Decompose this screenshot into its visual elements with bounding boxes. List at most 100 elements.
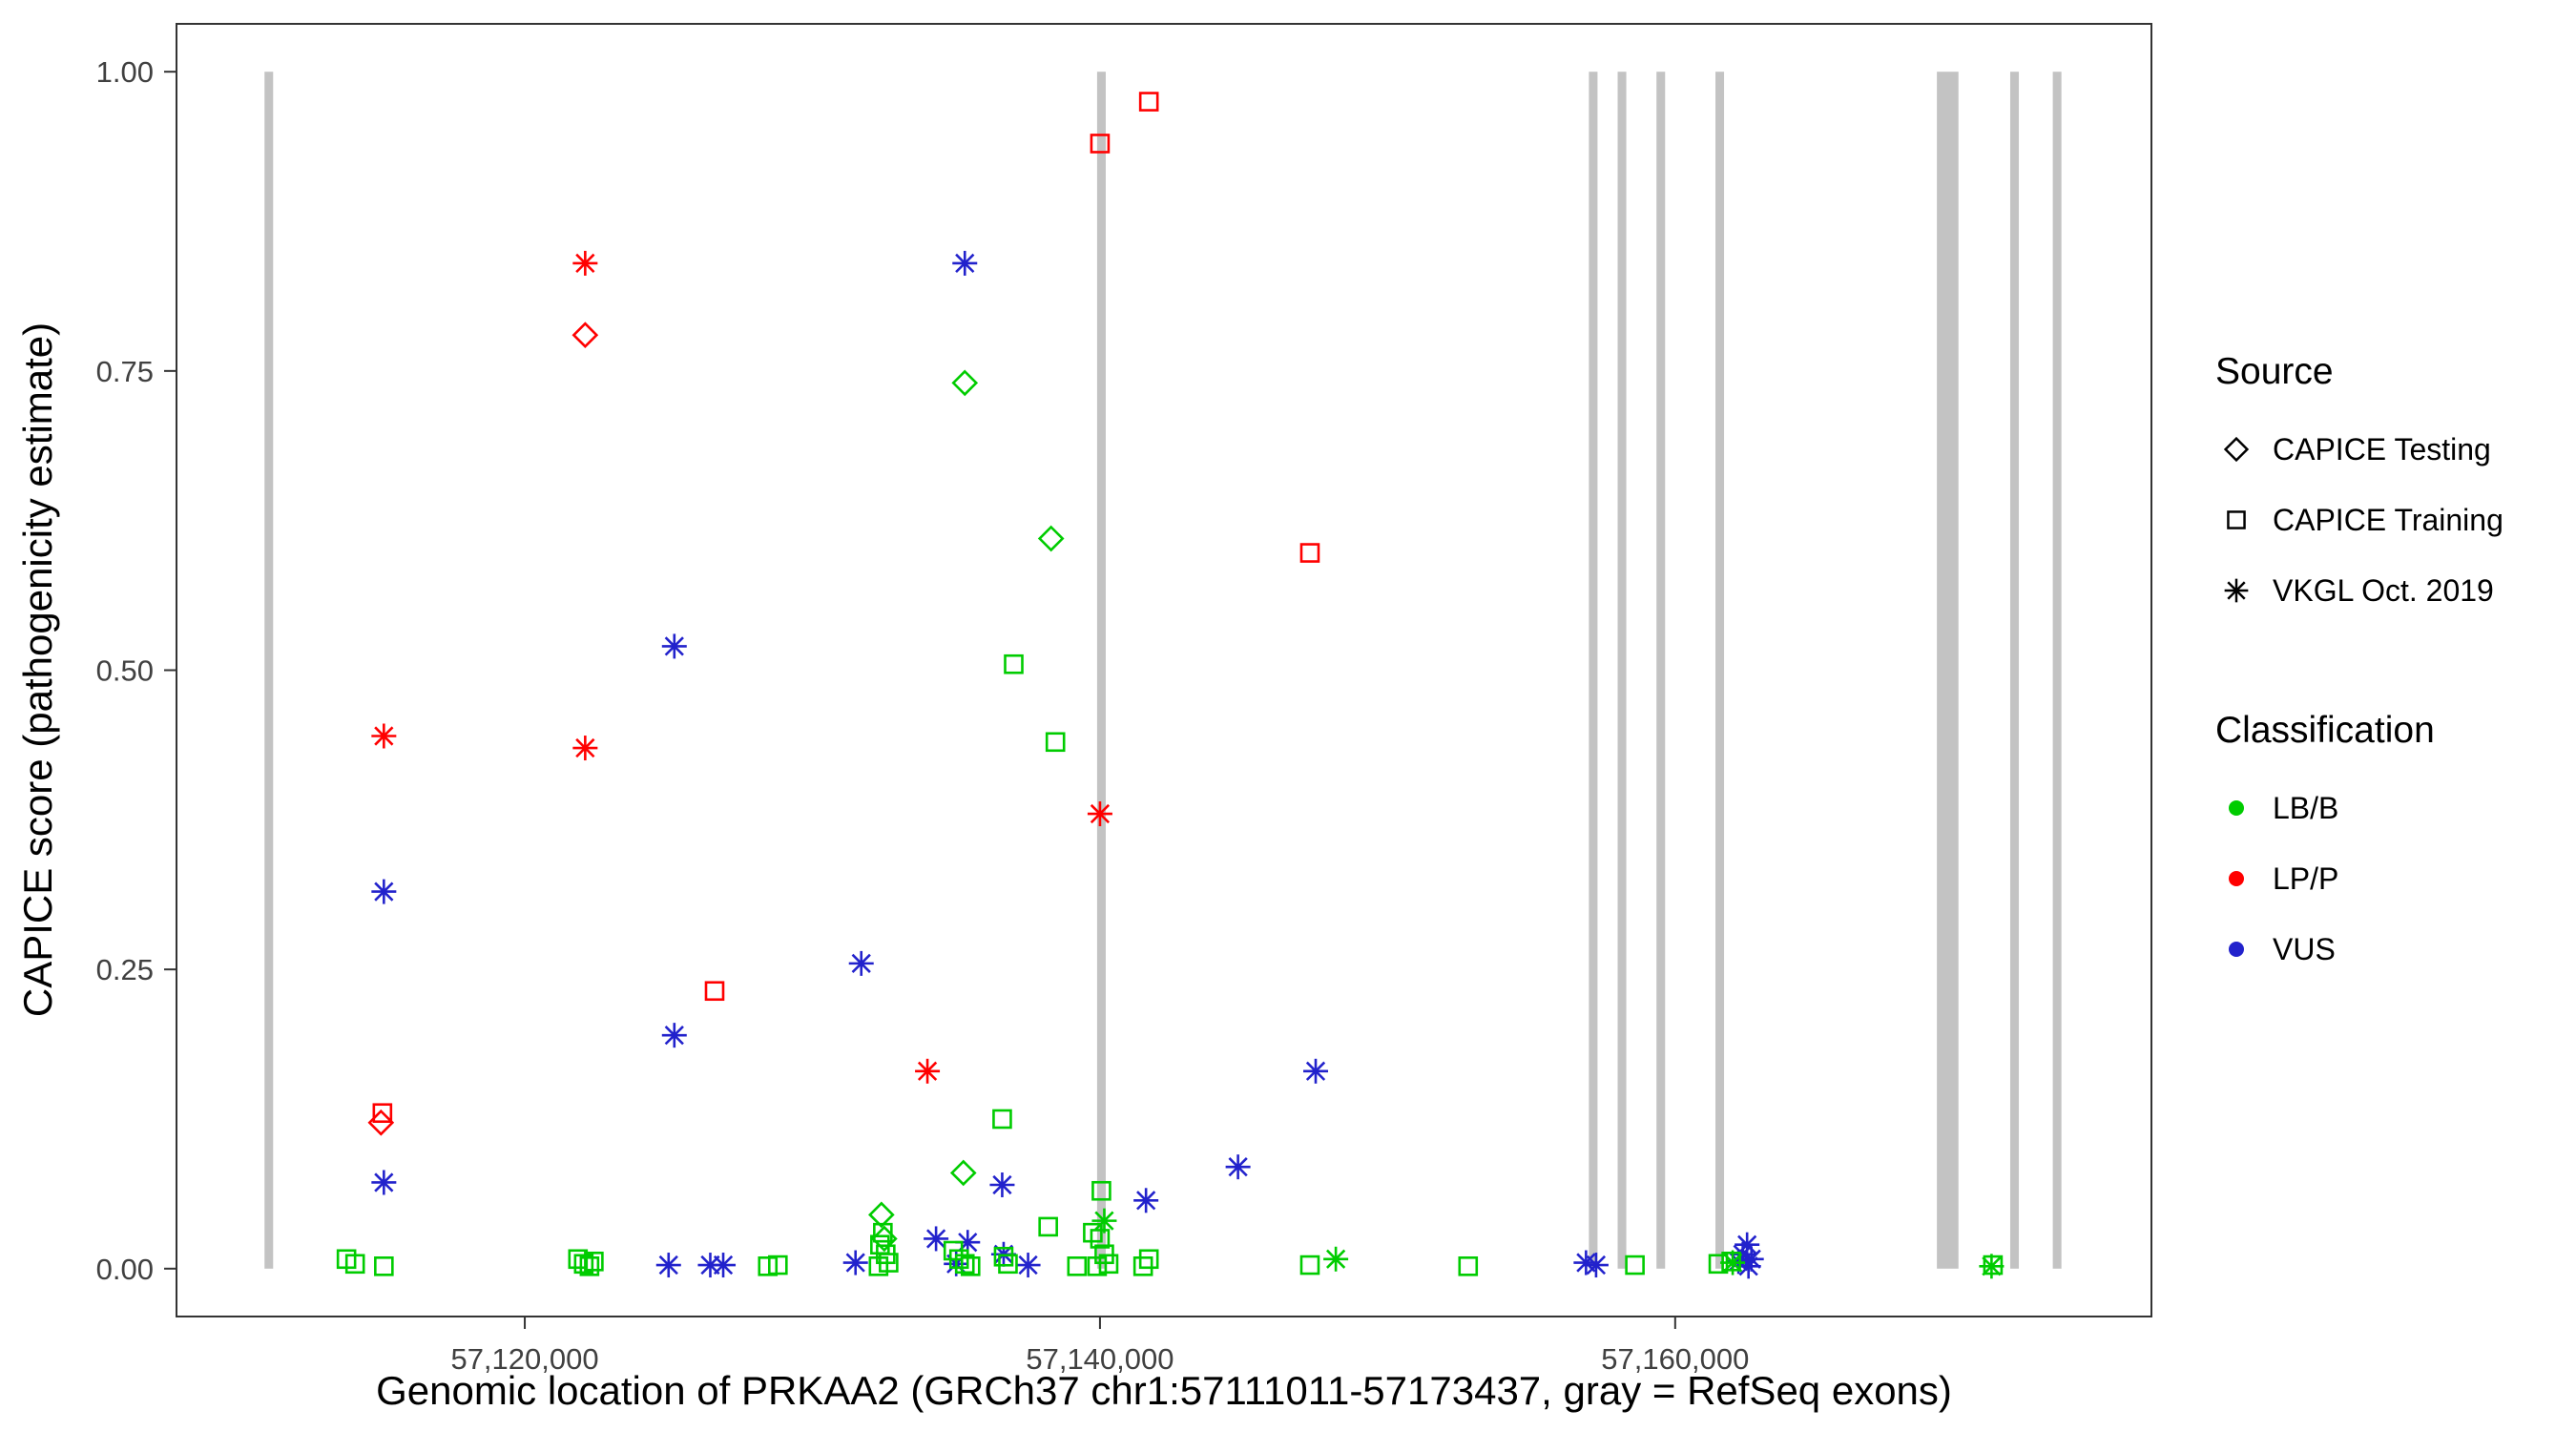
legend-group-classification: Classification LB/B LP/P VUS (2215, 710, 2503, 985)
data-point-square (1458, 1256, 1479, 1276)
legend-source-title: Source (2215, 351, 2334, 392)
data-point-asterisk (1133, 1188, 1159, 1213)
y-tick-label: 0.00 (96, 1253, 154, 1286)
data-point-square (1004, 653, 1024, 674)
legend-label: VKGL Oct. 2019 (2273, 572, 2494, 608)
data-point-square (954, 1254, 975, 1275)
data-point-square (879, 1253, 899, 1273)
data-point-asterisk (655, 1253, 681, 1278)
data-point-diamond (951, 369, 979, 397)
data-point-diamond (867, 1201, 895, 1229)
legend-label: VUS (2273, 931, 2336, 966)
data-point-diamond (367, 1109, 395, 1136)
data-point-asterisk (661, 633, 687, 659)
exon-bar (1937, 72, 1959, 1269)
exon-bar (264, 72, 274, 1269)
y-tick-label: 0.25 (96, 953, 154, 986)
data-point-asterisk (2224, 578, 2249, 603)
data-point-square (1045, 732, 1066, 753)
data-point-asterisk (915, 1058, 941, 1084)
data-point-square (1090, 1229, 1111, 1249)
legend-classification-items: LB/B LP/P VUS (2215, 773, 2503, 985)
color-dot-icon (2229, 800, 2244, 816)
data-point-asterisk (572, 250, 598, 276)
y-axis-ticks: 0.00 0.25 0.50 0.75 1.00 (96, 55, 177, 1286)
data-point-square (573, 1254, 594, 1275)
legend-label: LP/P (2273, 861, 2339, 896)
data-point-diamond (2223, 436, 2250, 463)
data-point-diamond (1037, 525, 1065, 552)
exon-bar (2009, 72, 2020, 1269)
data-point-square (372, 1103, 393, 1124)
data-point-diamond (571, 321, 599, 349)
color-dot-icon (2229, 871, 2244, 886)
data-point-square (948, 1249, 969, 1270)
data-point-square (868, 1256, 889, 1276)
x-tick-label: 57,120,000 (450, 1342, 598, 1376)
data-point-asterisk (848, 950, 874, 976)
data-point-asterisk (661, 1023, 687, 1048)
data-point-square (1091, 1180, 1111, 1201)
data-point-asterisk (1720, 1250, 1746, 1275)
data-point-asterisk (711, 1253, 737, 1278)
legend-source-items: CAPICE Testing CAPICE Training VKGL Oct. 2… (2215, 414, 2503, 626)
data-point-asterisk (1303, 1058, 1329, 1084)
y-tick-label: 1.00 (96, 55, 154, 89)
data-point-asterisk (989, 1172, 1015, 1197)
data-point-square (998, 1254, 1018, 1275)
data-point-square (758, 1256, 779, 1276)
x-tick-label: 57,160,000 (1601, 1342, 1749, 1376)
legend-item-classification: LP/P (2215, 843, 2503, 914)
legend-item-source: VKGL Oct. 2019 (2215, 555, 2503, 626)
color-dot-icon (2229, 942, 2244, 957)
exon-bar (2052, 72, 2062, 1269)
x-axis-ticks: 57,120,000 57,140,000 57,160,000 (450, 1317, 1749, 1376)
data-point-square (1138, 1249, 1159, 1270)
exon-bar (1096, 72, 1106, 1269)
y-tick-label: 0.50 (96, 654, 154, 688)
data-point-square (1083, 1222, 1103, 1243)
data-point-asterisk (842, 1250, 868, 1275)
x-axis-title: Genomic location of PRKAA2 (GRCh37 chr1:… (376, 1368, 1952, 1413)
data-point-diamond (949, 1159, 977, 1187)
data-point-asterisk (1583, 1253, 1609, 1278)
data-point-square (768, 1255, 788, 1275)
data-point-square (374, 1256, 394, 1276)
data-point-square (960, 1256, 981, 1276)
data-point-asterisk (1323, 1246, 1349, 1272)
legend-label: CAPICE Testing (2273, 431, 2491, 467)
legend-label: CAPICE Training (2273, 502, 2503, 537)
data-point-square (1625, 1255, 1645, 1275)
data-point-square (873, 1222, 893, 1243)
data-point-square (1067, 1256, 1088, 1276)
data-point-asterisk (371, 1170, 397, 1195)
data-point-asterisk (1225, 1154, 1251, 1180)
data-point-square (568, 1249, 589, 1270)
exon-bar (1656, 72, 1666, 1269)
data-point-asterisk (1087, 801, 1112, 827)
data-point-square (579, 1256, 600, 1276)
data-point-asterisk (371, 879, 397, 904)
data-point-square (584, 1251, 604, 1272)
color-dot-icon (2229, 800, 2244, 816)
data-point-square (1090, 134, 1111, 154)
legend-item-source: CAPICE Training (2215, 485, 2503, 555)
legend-item-source: CAPICE Testing (2215, 414, 2503, 485)
legend-label: LB/B (2273, 790, 2339, 825)
data-point-asterisk (572, 736, 598, 761)
data-point-square (1983, 1255, 2004, 1275)
data-point-square (1038, 1216, 1058, 1237)
color-dot-icon (2229, 871, 2244, 886)
data-point-asterisk (1091, 1208, 1117, 1234)
legend-classification-title: Classification (2215, 710, 2435, 751)
legend-item-classification: VUS (2215, 914, 2503, 985)
data-point-square (344, 1254, 365, 1275)
data-point-asterisk (1735, 1232, 1760, 1257)
y-tick-label: 0.75 (96, 355, 154, 388)
exon-bar (1715, 72, 1725, 1269)
legend-group-source: Source CAPICE Testing CAPICE Training VKGL… (2215, 351, 2503, 626)
data-points (336, 92, 2005, 1279)
data-point-square (1138, 92, 1159, 112)
